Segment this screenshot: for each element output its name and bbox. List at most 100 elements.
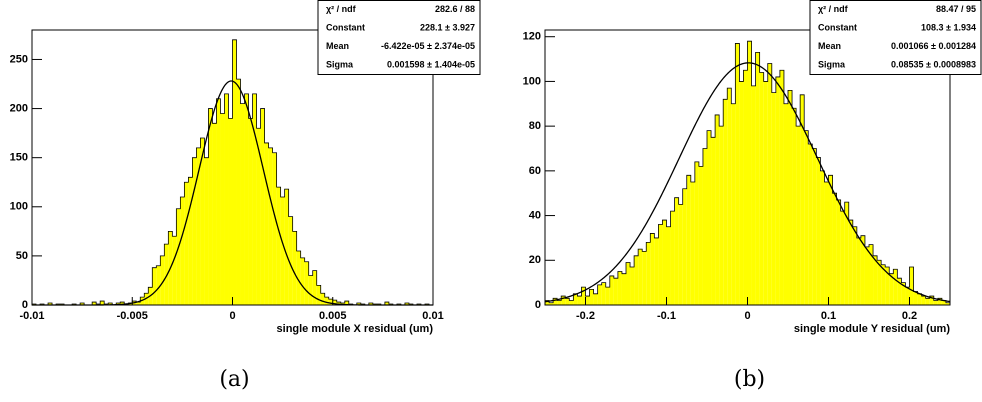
bar xyxy=(763,81,768,306)
bar xyxy=(228,118,233,306)
bar xyxy=(404,303,409,305)
bar xyxy=(925,298,930,305)
stats-value: -6.422e-05 ± 2.374e-05 xyxy=(381,41,475,51)
bar xyxy=(573,293,578,305)
bar xyxy=(747,41,752,305)
bar xyxy=(260,108,265,305)
bar xyxy=(937,298,942,305)
x-tick-label: 0.1 xyxy=(821,310,836,322)
bar xyxy=(682,188,687,305)
bar xyxy=(280,196,285,305)
bar xyxy=(100,301,105,305)
bar xyxy=(328,299,333,305)
x-axis-title: single module X residual (um) xyxy=(277,323,434,335)
bar xyxy=(601,282,606,305)
bar xyxy=(136,302,141,305)
stats-value: 0.001598 ± 1.404e-05 xyxy=(387,60,475,70)
bar xyxy=(236,79,241,305)
bar xyxy=(232,39,237,305)
stats-value: 0.001066 ± 0.001284 xyxy=(891,41,976,51)
bar xyxy=(626,262,631,305)
bar xyxy=(264,142,269,305)
bar xyxy=(783,103,788,305)
bar xyxy=(140,297,145,305)
bar xyxy=(180,196,185,305)
bar xyxy=(212,123,217,305)
bar xyxy=(320,293,325,305)
bar xyxy=(184,182,189,305)
bar xyxy=(609,275,614,305)
bar xyxy=(630,266,635,305)
bar xyxy=(164,244,169,305)
bar xyxy=(344,301,349,305)
bar xyxy=(678,204,683,305)
bar xyxy=(836,199,841,305)
stats-value: 282.6 / 88 xyxy=(435,4,475,14)
x-tick-label: 0.005 xyxy=(319,310,347,322)
bar xyxy=(144,293,149,305)
bar xyxy=(775,76,780,305)
x-tick-label: 0 xyxy=(229,310,235,322)
bar xyxy=(292,231,297,305)
bar xyxy=(569,300,574,305)
bar xyxy=(739,81,744,306)
stats-value: 88.47 / 95 xyxy=(936,4,976,14)
bar xyxy=(945,302,950,305)
bar xyxy=(812,148,817,305)
y-tick-label: 80 xyxy=(529,120,541,132)
y-tick-label: 100 xyxy=(10,201,28,213)
bar xyxy=(268,147,273,305)
bar xyxy=(336,302,341,305)
bar xyxy=(860,235,865,305)
bar xyxy=(840,211,845,305)
bar xyxy=(816,157,821,305)
bar xyxy=(597,284,602,305)
bar xyxy=(585,296,590,305)
y-tick-label: 100 xyxy=(523,75,541,87)
bar xyxy=(316,285,321,305)
bar xyxy=(719,126,724,305)
bar xyxy=(893,269,898,305)
bar xyxy=(621,273,626,305)
bar xyxy=(152,267,157,305)
y-tick-label: 20 xyxy=(529,254,541,266)
bar xyxy=(832,193,837,305)
bar xyxy=(881,264,886,305)
bar xyxy=(200,138,205,305)
y-tick-label: 0 xyxy=(22,299,28,311)
y-tick-label: 40 xyxy=(529,209,541,221)
bar xyxy=(108,303,113,305)
bar xyxy=(808,144,813,305)
stats-name: Constant xyxy=(818,23,857,33)
bar xyxy=(800,94,805,305)
bar xyxy=(220,113,225,305)
x-tick-label: 0 xyxy=(744,310,750,322)
bar xyxy=(92,302,97,305)
bar xyxy=(192,157,197,305)
bar xyxy=(889,273,894,305)
y-tick-label: 250 xyxy=(10,53,28,65)
bar xyxy=(156,265,161,305)
bar xyxy=(804,130,809,305)
bar xyxy=(828,175,833,305)
bar xyxy=(208,108,213,305)
bar xyxy=(731,103,736,305)
bar xyxy=(304,261,309,305)
bar xyxy=(941,300,946,305)
bar xyxy=(723,99,728,305)
bar xyxy=(244,93,249,305)
bar xyxy=(905,287,910,305)
bar xyxy=(176,208,181,305)
bar xyxy=(356,303,361,305)
bar xyxy=(658,224,663,305)
bar xyxy=(877,260,882,305)
bar xyxy=(755,52,760,305)
caption: (a) xyxy=(219,367,249,392)
stats-value: 228.1 ± 3.927 xyxy=(420,23,475,33)
bar xyxy=(715,114,720,305)
bar xyxy=(743,70,748,306)
bar xyxy=(869,244,874,305)
bar xyxy=(820,170,825,305)
bar xyxy=(824,182,829,305)
